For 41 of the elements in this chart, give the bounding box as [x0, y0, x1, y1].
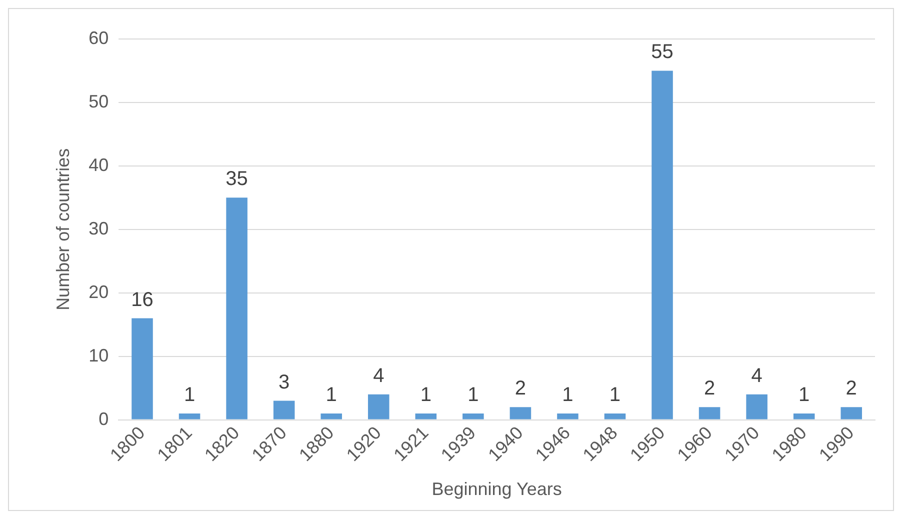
bar	[273, 400, 295, 420]
x-axis-title: Beginning Years	[432, 479, 562, 500]
data-label: 1	[562, 384, 574, 406]
data-label: 4	[373, 364, 384, 387]
bar	[320, 413, 342, 420]
y-tick-label: 20	[88, 282, 109, 302]
bar	[178, 413, 200, 420]
y-axis-title: Number of countries	[52, 148, 73, 310]
data-label: 1	[468, 384, 479, 406]
bar	[510, 407, 532, 420]
y-tick-label: 40	[88, 154, 109, 175]
bar	[415, 413, 437, 420]
data-label: 55	[651, 41, 674, 64]
bar	[793, 413, 815, 420]
data-label: 2	[704, 378, 716, 400]
y-tick-label: 10	[88, 345, 109, 366]
bar	[746, 394, 768, 420]
bar	[557, 413, 578, 420]
data-label: 4	[751, 364, 762, 387]
bar	[652, 70, 673, 420]
bar	[604, 413, 626, 420]
bar	[368, 394, 390, 420]
data-label: 1	[609, 384, 621, 406]
data-label: 1	[326, 384, 337, 406]
data-label: 1	[184, 384, 196, 406]
data-label: 2	[514, 378, 526, 400]
bar	[698, 407, 720, 420]
data-label: 35	[226, 168, 248, 190]
data-label: 16	[131, 288, 154, 311]
y-tick-label: 0	[98, 408, 109, 429]
bar	[132, 318, 153, 420]
y-tick-label: 30	[88, 218, 109, 238]
data-label: 3	[278, 371, 290, 394]
y-tick-label: 60	[88, 28, 109, 48]
bar	[840, 407, 862, 420]
y-tick-label: 50	[88, 91, 109, 112]
data-label: 2	[846, 378, 857, 400]
data-label: 1	[798, 384, 810, 406]
bar	[462, 413, 484, 420]
bar	[226, 198, 248, 420]
data-label: 1	[420, 384, 432, 406]
